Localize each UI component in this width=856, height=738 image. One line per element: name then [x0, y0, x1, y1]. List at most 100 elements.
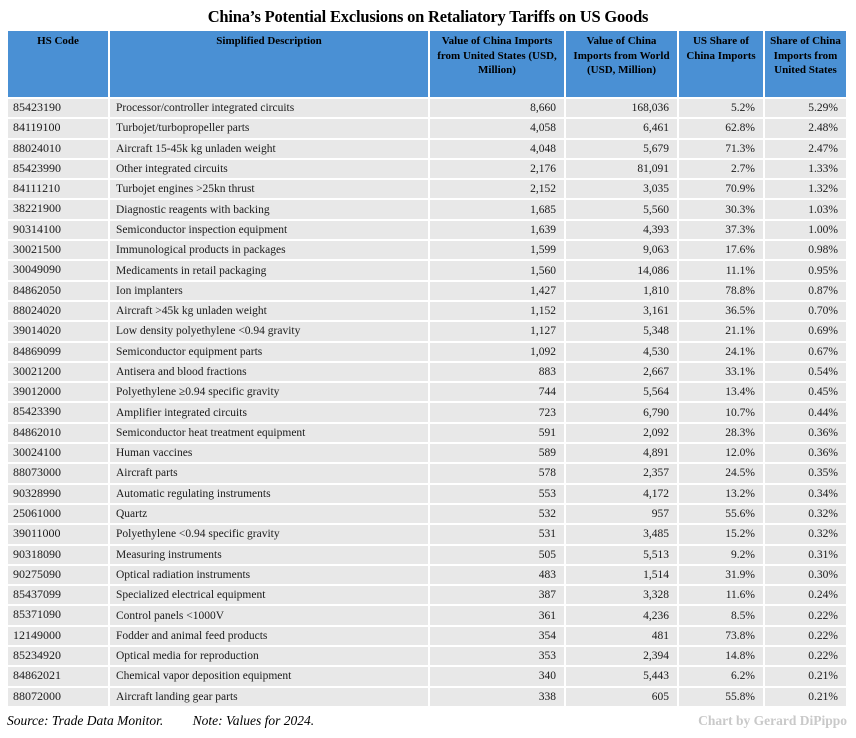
description-cell: Aircraft 15-45k kg unladen weight [110, 139, 428, 158]
table-row: 30049090 Medicaments in retail packaging 1… [8, 261, 846, 280]
table-row: 39014020 Low density polyethylene <0.94 g… [8, 322, 846, 341]
hs-code-cell: 85423190 [8, 99, 108, 118]
hs-code-cell: 85423990 [8, 159, 108, 179]
us-share-cell: 21.1% [679, 322, 763, 341]
chart-credit: Chart by Gerard DiPippo [698, 712, 847, 728]
value-imports-us-cell: 505 [430, 545, 564, 564]
hs-code-cell: 90328990 [8, 484, 108, 503]
value-imports-us-cell: 1,685 [430, 200, 564, 219]
table-row: 84862050 Ion implanters 1,427 1,810 78.8% 0.8… [8, 281, 846, 300]
table-row: 39012000 Polyethylene ≥0.94 specific grav… [8, 383, 846, 402]
source-note: Source: Trade Data Monitor. Note: Values… [7, 713, 314, 729]
us-share-cell: 24.5% [679, 464, 763, 483]
share-from-us-cell: 2.47% [765, 139, 846, 158]
table-row: 30021500 Immunological products in packag… [8, 241, 846, 260]
hs-code-cell: 12149000 [8, 626, 108, 646]
hs-code-cell: 84869099 [8, 342, 108, 361]
value-imports-us-cell: 353 [430, 647, 564, 666]
table-row: 84862021 Chemical vapor deposition equipm… [8, 667, 846, 686]
us-share-cell: 24.1% [679, 342, 763, 361]
us-share-cell: 71.3% [679, 139, 763, 158]
value-imports-world-cell: 2,667 [566, 362, 677, 382]
hs-code-cell: 39014020 [8, 322, 108, 341]
value-imports-us-cell: 2,176 [430, 159, 564, 179]
table-row: 85423390 Amplifier integrated circuits 723… [8, 403, 846, 422]
us-share-cell: 11.1% [679, 261, 763, 280]
share-from-us-cell: 0.98% [765, 241, 846, 260]
table-row: 30024100 Human vaccines 589 4,891 12.0% 0.36% [8, 444, 846, 463]
value-imports-us-cell: 553 [430, 484, 564, 503]
description-cell: Control panels <1000V [110, 606, 428, 625]
hs-code-cell: 85437099 [8, 586, 108, 605]
table-row: 90318090 Measuring instruments 505 5,513 9.2… [8, 545, 846, 564]
page-title: China’s Potential Exclusions on Retaliat… [207, 7, 649, 26]
value-imports-world-cell: 481 [566, 626, 677, 646]
us-share-cell: 10.7% [679, 403, 763, 422]
table-row: 12149000 Fodder and animal feed products 3… [8, 626, 846, 646]
value-imports-world-cell: 605 [566, 687, 677, 706]
value-imports-world-cell: 5,564 [566, 383, 677, 402]
value-imports-us-cell: 4,058 [430, 119, 564, 138]
value-imports-world-cell: 3,485 [566, 525, 677, 544]
description-cell: Optical media for reproduction [110, 647, 428, 666]
share-from-us-cell: 0.87% [765, 281, 846, 300]
table-row: 38221900 Diagnostic reagents with backing… [8, 200, 846, 219]
us-share-cell: 28.3% [679, 423, 763, 443]
value-imports-us-cell: 578 [430, 464, 564, 483]
value-imports-us-cell: 1,639 [430, 220, 564, 240]
value-imports-us-cell: 723 [430, 403, 564, 422]
table-row: 85423990 Other integrated circuits 2,176 81… [8, 159, 846, 179]
us-share-cell: 15.2% [679, 525, 763, 544]
description-cell: Automatic regulating instruments [110, 484, 428, 503]
description-cell: Human vaccines [110, 444, 428, 463]
value-imports-world-cell: 1,514 [566, 565, 677, 585]
description-cell: Processor/controller integrated circuits [110, 99, 428, 118]
value-imports-world-cell: 4,891 [566, 444, 677, 463]
share-from-us-cell: 0.24% [765, 586, 846, 605]
header-value-imports-us: Value of China Imports from United State… [430, 31, 564, 97]
description-cell: Other integrated circuits [110, 159, 428, 179]
share-from-us-cell: 0.36% [765, 444, 846, 463]
us-share-cell: 37.3% [679, 220, 763, 240]
us-share-cell: 9.2% [679, 545, 763, 564]
share-from-us-cell: 0.32% [765, 525, 846, 544]
table-row: 88024010 Aircraft 15-45k kg unladen weigh… [8, 139, 846, 158]
value-imports-world-cell: 6,461 [566, 119, 677, 138]
value-imports-us-cell: 354 [430, 626, 564, 646]
value-imports-world-cell: 5,443 [566, 667, 677, 686]
value-imports-world-cell: 9,063 [566, 241, 677, 260]
value-imports-us-cell: 340 [430, 667, 564, 686]
table-row: 39011000 Polyethylene <0.94 specific grav… [8, 525, 846, 544]
hs-code-cell: 30021500 [8, 241, 108, 260]
hs-code-cell: 88024020 [8, 301, 108, 321]
share-from-us-cell: 0.21% [765, 687, 846, 706]
share-from-us-cell: 0.54% [765, 362, 846, 382]
us-share-cell: 36.5% [679, 301, 763, 321]
description-cell: Low density polyethylene <0.94 gravity [110, 322, 428, 341]
description-cell: Aircraft >45k kg unladen weight [110, 301, 428, 321]
description-cell: Fodder and animal feed products [110, 626, 428, 646]
description-cell: Optical radiation instruments [110, 565, 428, 585]
value-imports-world-cell: 5,679 [566, 139, 677, 158]
description-cell: Turbojet engines >25kn thrust [110, 180, 428, 199]
note-text: Note: Values for 2024. [192, 712, 315, 728]
value-imports-us-cell: 531 [430, 525, 564, 544]
us-share-cell: 55.8% [679, 687, 763, 706]
share-from-us-cell: 0.70% [765, 301, 846, 321]
table-row: 85437099 Specialized electrical equipment… [8, 586, 846, 605]
hs-code-cell: 30049090 [8, 261, 108, 280]
value-imports-world-cell: 3,035 [566, 180, 677, 199]
share-from-us-cell: 0.22% [765, 606, 846, 625]
description-cell: Semiconductor heat treatment equipment [110, 423, 428, 443]
description-cell: Aircraft parts [110, 464, 428, 483]
share-from-us-cell: 0.32% [765, 504, 846, 524]
us-share-cell: 6.2% [679, 667, 763, 686]
table-row: 90275090 Optical radiation instruments 483… [8, 565, 846, 585]
us-share-cell: 2.7% [679, 159, 763, 179]
footer: Source: Trade Data Monitor. Note: Values… [7, 713, 847, 729]
us-share-cell: 17.6% [679, 241, 763, 260]
table-row: 84111210 Turbojet engines >25kn thrust 2,1… [8, 180, 846, 199]
value-imports-us-cell: 1,427 [430, 281, 564, 300]
share-from-us-cell: 0.95% [765, 261, 846, 280]
us-share-cell: 73.8% [679, 626, 763, 646]
